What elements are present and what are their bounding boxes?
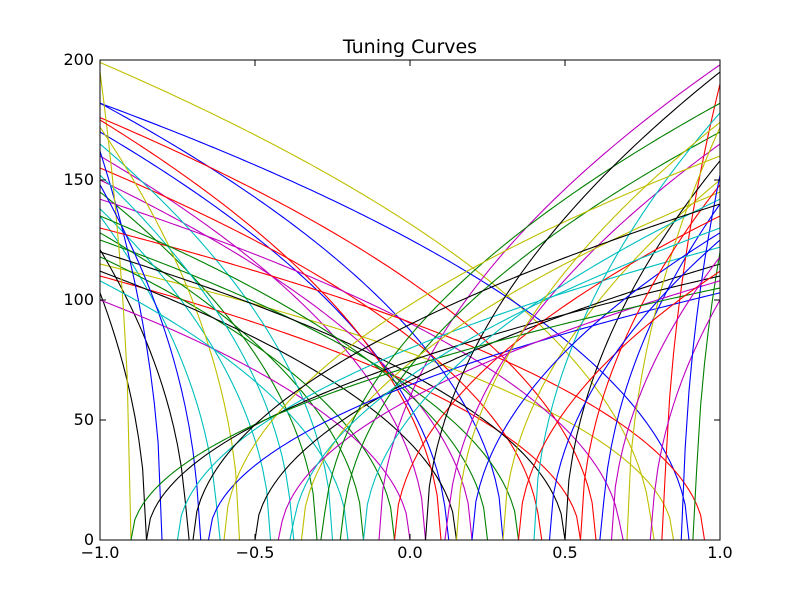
tuning-curve-47 xyxy=(100,280,720,540)
tuning-curve-39 xyxy=(100,246,720,540)
tuning-curve-19 xyxy=(100,198,720,540)
tuning-curve-26 xyxy=(100,299,720,540)
tuning-curve-62 xyxy=(100,121,720,540)
tuning-curve-11 xyxy=(100,208,720,540)
tuning-curve-53 xyxy=(100,198,720,540)
x-tick-label: 0.5 xyxy=(552,543,577,562)
tuning-curve-2 xyxy=(100,191,720,540)
tuning-curve-10 xyxy=(100,117,720,540)
tuning-curve-28 xyxy=(100,251,720,540)
tuning-curve-32 xyxy=(100,280,720,540)
y-tick-label: 150 xyxy=(63,170,94,189)
y-tick-label: 50 xyxy=(74,410,94,429)
tuning-curve-23 xyxy=(100,239,720,540)
tuning-curve-34 xyxy=(100,179,720,540)
tuning-curve-13 xyxy=(100,61,720,540)
tuning-curve-64 xyxy=(100,239,720,540)
tuning-curve-60 xyxy=(100,227,720,540)
tuning-curve-33 xyxy=(100,64,720,540)
tuning-curve-52 xyxy=(100,184,720,540)
tuning-curve-6 xyxy=(100,263,720,540)
tuning-curve-30 xyxy=(100,215,720,540)
tuning-curve-17 xyxy=(100,167,720,540)
tuning-curve-63 xyxy=(100,203,720,540)
tuning-curve-41 xyxy=(100,191,720,540)
tuning-curve-36 xyxy=(100,203,720,540)
tuning-curve-4 xyxy=(100,215,720,540)
series-layer xyxy=(100,61,720,540)
tuning-curve-9 xyxy=(100,232,720,540)
tuning-curve-25 xyxy=(100,174,720,540)
tick-layer: −1.0 −0.5 0.0 0.5 1.0 0 50 100 150 200 xyxy=(63,50,732,562)
x-tick-label: 1.0 xyxy=(707,543,732,562)
tuning-curve-42 xyxy=(100,160,720,540)
tuning-curve-5 xyxy=(100,155,720,540)
tuning-curve-51 xyxy=(100,102,720,540)
tuning-curve-15 xyxy=(100,102,720,540)
y-tick-label: 0 xyxy=(84,530,94,549)
tuning-curve-61 xyxy=(100,256,720,540)
tuning-curve-20 xyxy=(100,126,720,540)
tuning-curve-12 xyxy=(100,179,720,540)
tuning-curve-58 xyxy=(100,287,720,540)
x-tick-label: −1.0 xyxy=(81,543,120,562)
tuning-curve-55 xyxy=(100,155,720,540)
y-tick-label: 200 xyxy=(63,50,94,69)
x-tick-label: 0.0 xyxy=(397,543,422,562)
tuning-curve-35 xyxy=(100,263,720,540)
x-tick-label: −0.5 xyxy=(236,543,275,562)
tuning-curve-46 xyxy=(100,112,720,540)
tuning-curve-49 xyxy=(100,275,720,540)
tuning-curve-50 xyxy=(100,232,720,540)
tuning-curve-18 xyxy=(100,143,720,540)
tuning-curve-45 xyxy=(100,215,720,540)
tuning-curve-1 xyxy=(100,131,720,540)
chart-title: Tuning Curves xyxy=(342,36,477,58)
tuning-curve-40 xyxy=(100,143,720,540)
tuning-curve-56 xyxy=(100,71,720,540)
tuning-curve-31 xyxy=(100,119,720,540)
tuning-curve-21 xyxy=(100,270,720,540)
tuning-curve-16 xyxy=(100,256,720,540)
tuning-curve-8 xyxy=(100,102,720,540)
tuning-curve-43 xyxy=(100,292,720,540)
tuning-curve-3 xyxy=(100,275,720,540)
y-tick-label: 100 xyxy=(63,290,94,309)
